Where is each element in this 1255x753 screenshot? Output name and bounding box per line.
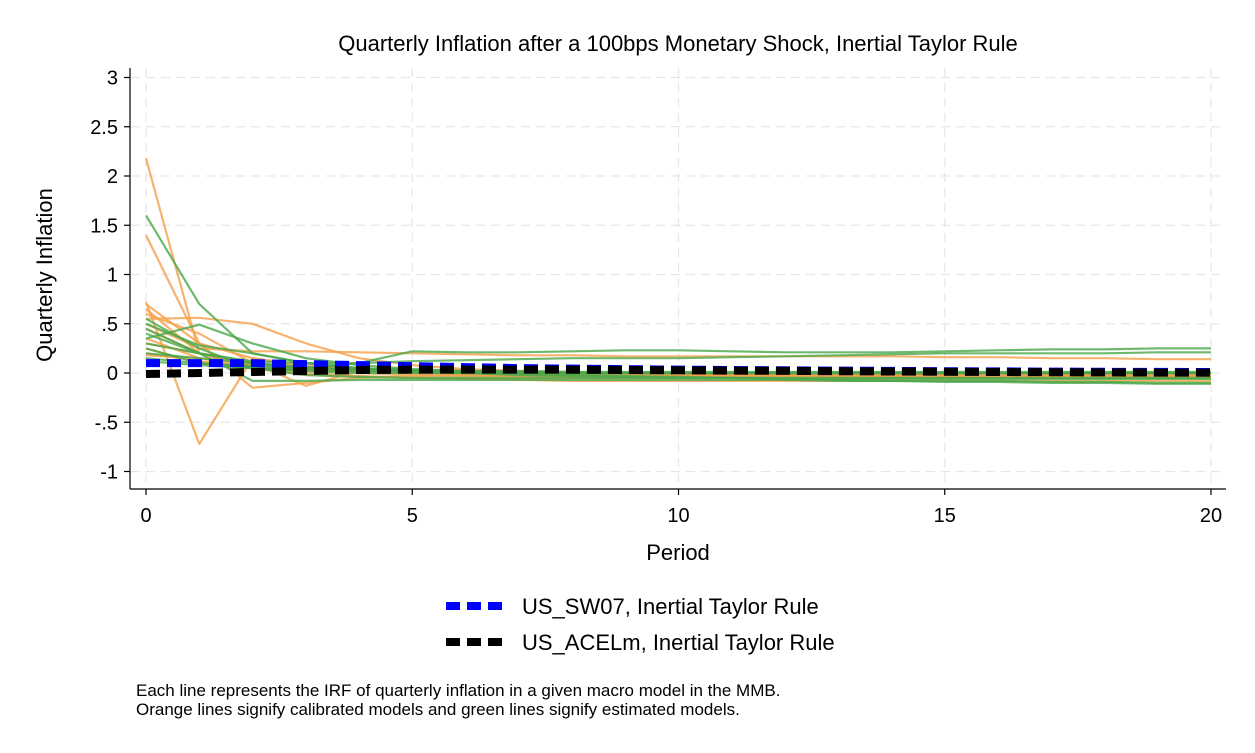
x-tick-label: 20: [1200, 505, 1222, 527]
legend: US_SW07, Inertial Taylor Rule US_ACELm, …: [446, 594, 835, 655]
y-tick-label: -.5: [95, 412, 118, 434]
note-line-2: Orange lines signify calibrated models a…: [136, 700, 740, 719]
y-tick-label: .5: [101, 314, 118, 336]
x-ticks: 0 5 10 15 20: [140, 489, 1222, 527]
legend-label-us-acelm: US_ACELm, Inertial Taylor Rule: [522, 630, 835, 655]
calibrated-model-line: [145, 322, 1211, 361]
y-tick-label: 3: [107, 68, 118, 90]
x-tick-label: 0: [140, 505, 151, 527]
x-axis-label: Period: [646, 540, 710, 565]
series-line-us-acelm: [145, 365, 1212, 378]
x-tick-label: 15: [934, 505, 956, 527]
x-tick-label: 5: [407, 505, 418, 527]
y-tick-label: 2.5: [90, 117, 118, 139]
y-tick-label: 1.5: [90, 215, 118, 237]
y-tick-label: 2: [107, 166, 118, 188]
x-tick-label: 10: [667, 505, 689, 527]
note-line-1: Each line represents the IRF of quarterl…: [136, 681, 781, 700]
y-tick-label: -1: [100, 462, 118, 484]
y-axis-label: Quarterly Inflation: [32, 188, 57, 362]
grid: [131, 68, 1226, 488]
legend-label-us-sw07: US_SW07, Inertial Taylor Rule: [522, 594, 819, 619]
chart-title: Quarterly Inflation after a 100bps Monet…: [338, 31, 1018, 56]
highlight-lines: [145, 359, 1212, 378]
y-ticks: -1 -.5 0 .5 1 1.5 2 2.5 3: [90, 68, 130, 484]
y-tick-label: 1: [107, 265, 118, 287]
y-tick-label: 0: [107, 363, 118, 385]
